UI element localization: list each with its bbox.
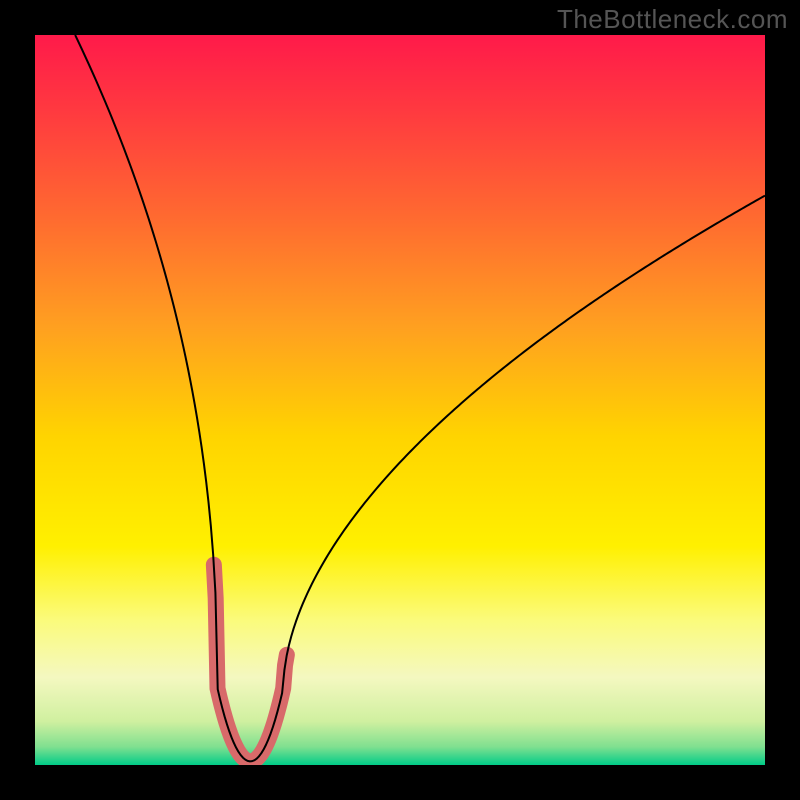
gradient-background — [35, 35, 765, 765]
watermark-text: TheBottleneck.com — [557, 4, 788, 35]
plot-area — [35, 35, 765, 765]
chart-svg — [35, 35, 765, 765]
figure-outer: TheBottleneck.com — [0, 0, 800, 800]
